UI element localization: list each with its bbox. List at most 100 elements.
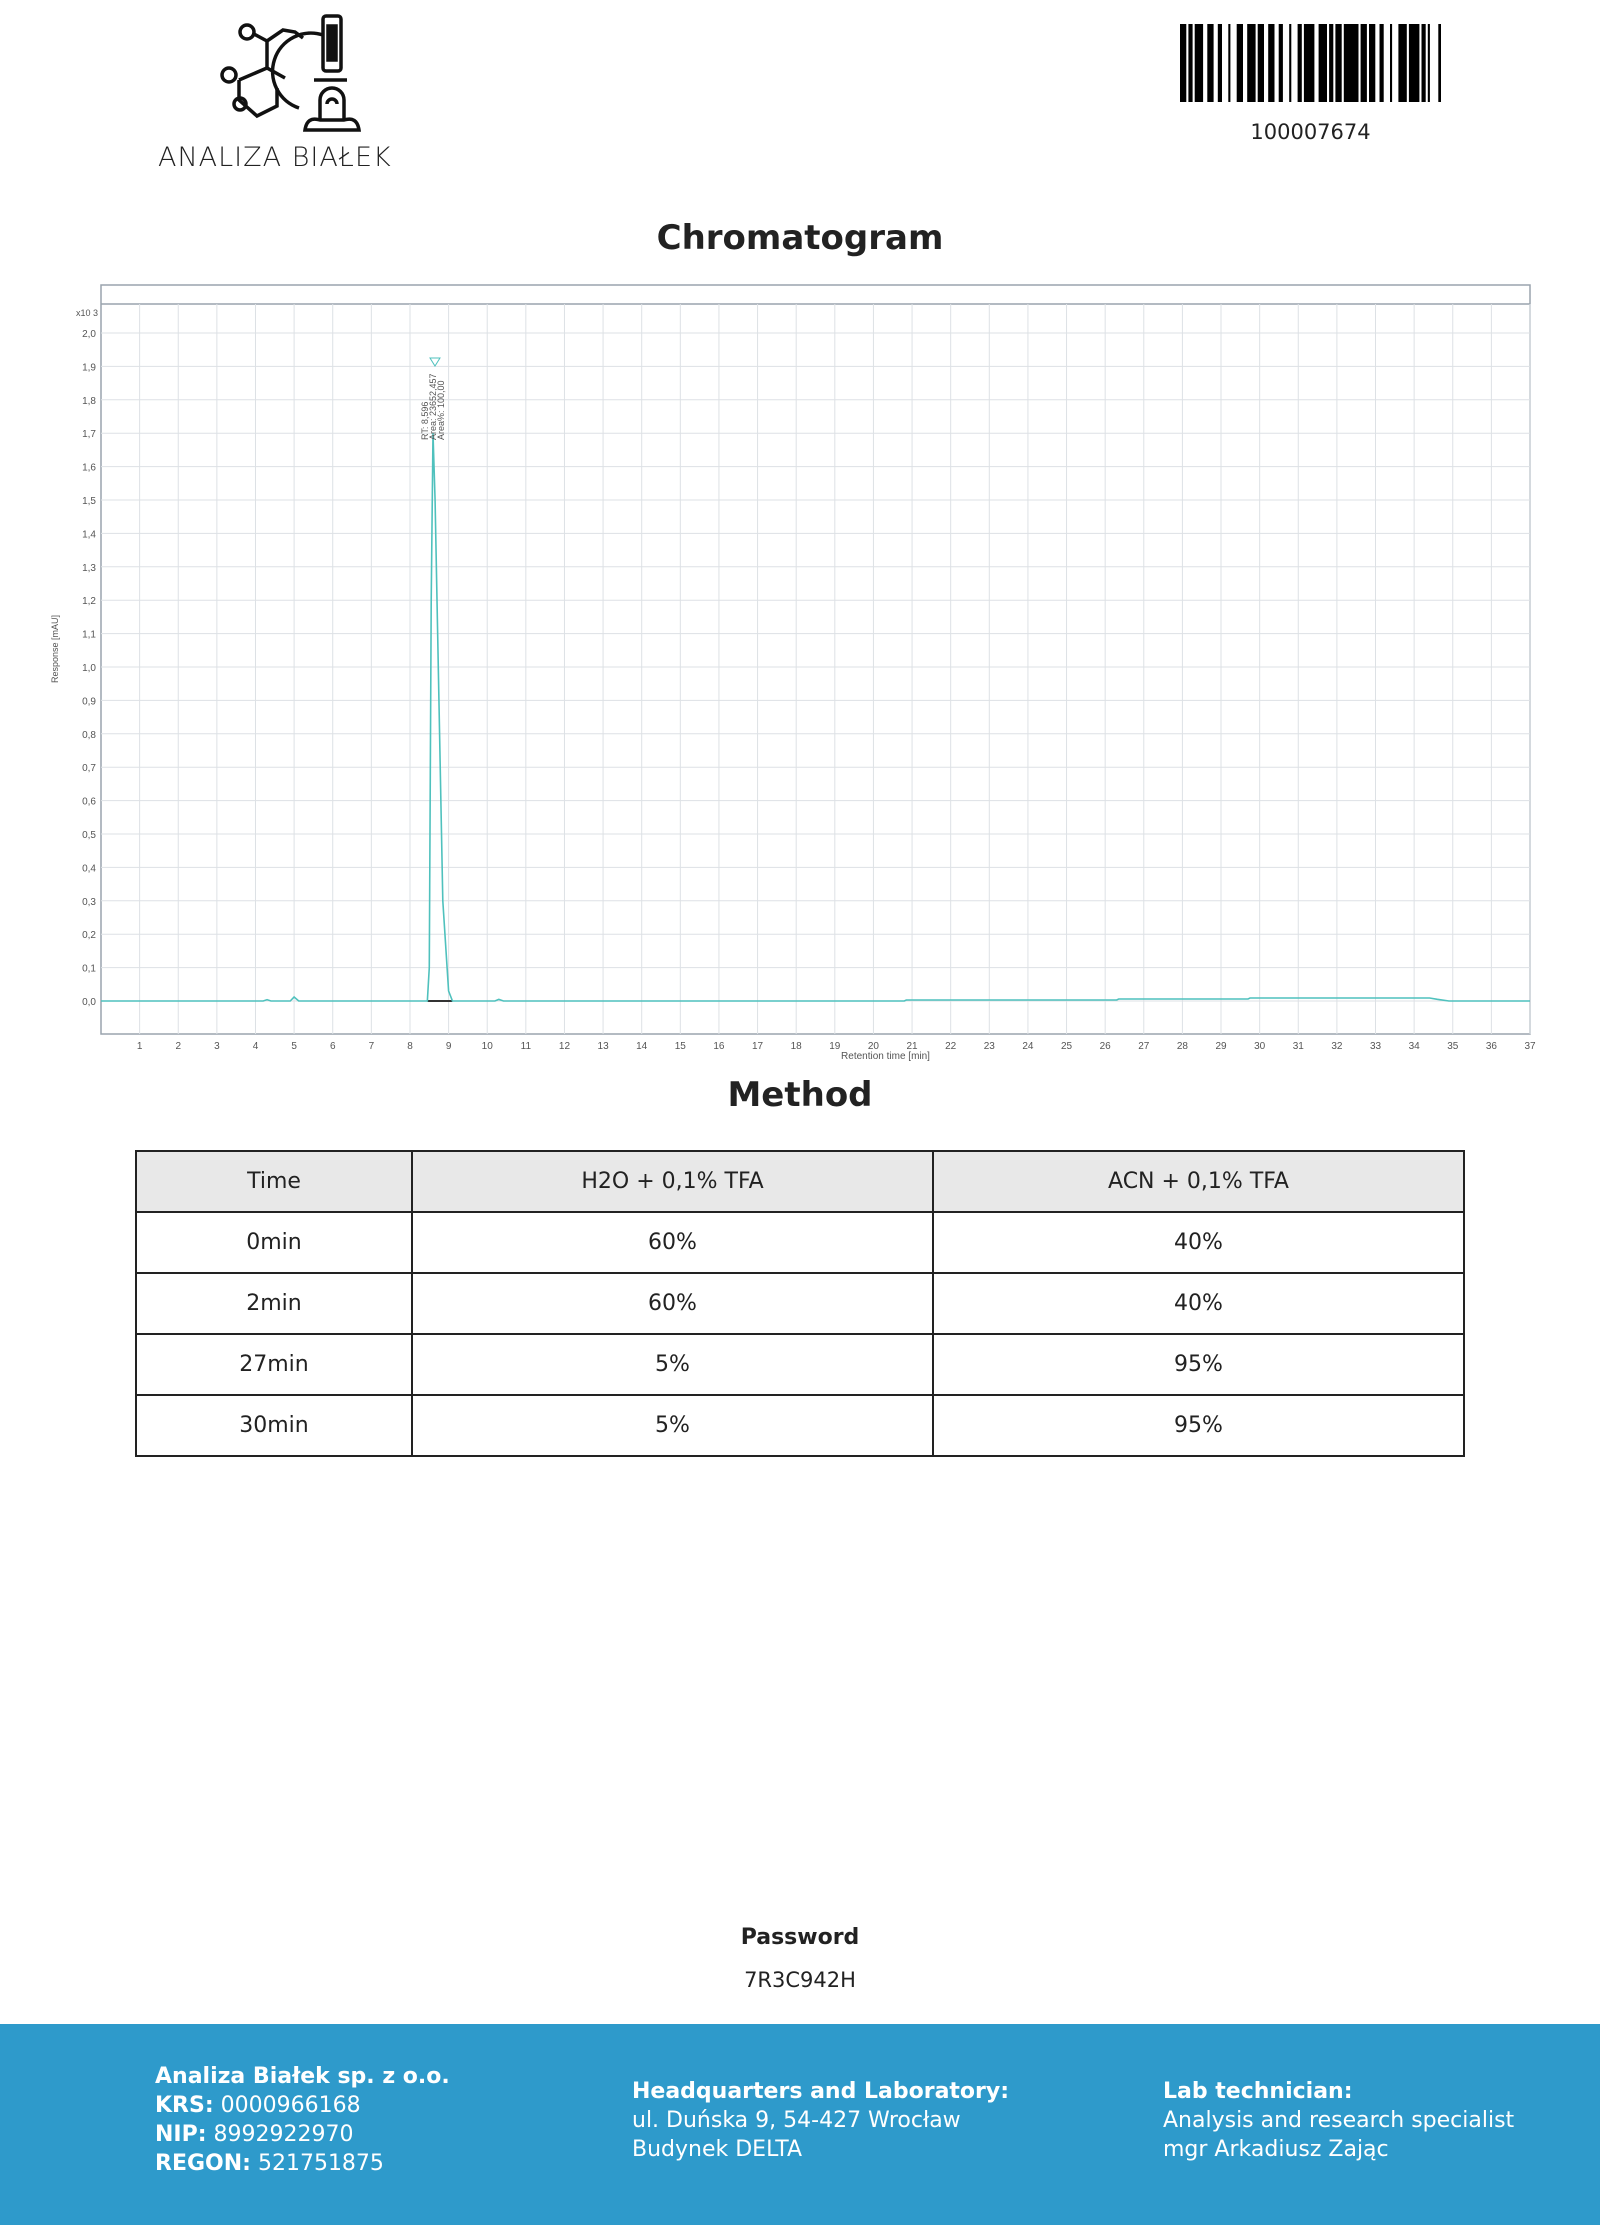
y-tick-label: 0,8	[82, 730, 96, 741]
barcode-bar	[1228, 24, 1231, 102]
cell: 5%	[411, 1333, 934, 1396]
barcode-bar	[1329, 24, 1334, 102]
barcode-bar	[1369, 24, 1376, 102]
x-tick-label: 1	[137, 1041, 143, 1052]
y-tick-label: 1,7	[82, 429, 96, 440]
x-tick-label: 25	[1061, 1041, 1073, 1052]
x-tick-label: 29	[1215, 1041, 1227, 1052]
barcode-bar	[1421, 24, 1426, 102]
x-tick-label: 14	[636, 1041, 648, 1052]
hq-address: ul. Duńska 9, 54-427 Wrocław	[632, 2108, 961, 2133]
x-tick-label: 28	[1177, 1041, 1189, 1052]
peak-area-label: Area: 23652,457	[428, 373, 438, 440]
technician-name: mgr Arkadiusz Zając	[1163, 2137, 1389, 2162]
x-tick-label: 33	[1370, 1041, 1382, 1052]
x-tick-label: 22	[945, 1041, 957, 1052]
table-header-row: Time H2O + 0,1% TFA ACN + 0,1% TFA	[135, 1150, 1465, 1213]
cell: 60%	[411, 1272, 934, 1335]
barcode-bar	[1297, 24, 1302, 102]
table-row: 2min 60% 40%	[135, 1272, 1465, 1335]
x-tick-label: 32	[1331, 1041, 1343, 1052]
y-tick-label: 1,8	[82, 396, 96, 407]
barcode-bar	[1207, 24, 1214, 102]
y-tick-label: 0,3	[82, 897, 96, 908]
logo-text: ANALIZA BIAŁEK	[158, 142, 392, 173]
barcode-bar	[1236, 24, 1243, 102]
cell: 95%	[932, 1394, 1465, 1457]
peak-area-pct-label: Area%: 100,00	[436, 380, 446, 440]
logo-icon	[220, 14, 362, 132]
password-value: 7R3C942H	[744, 1968, 856, 1992]
x-tick-label: 31	[1293, 1041, 1305, 1052]
regon-value: 521751875	[257, 2151, 384, 2176]
x-tick-label: 24	[1022, 1041, 1034, 1052]
method-table: Time H2O + 0,1% TFA ACN + 0,1% TFA 0min 6…	[135, 1150, 1465, 1457]
y-tick-label: 2,0	[82, 329, 96, 340]
chromatogram-trace	[101, 433, 1530, 1002]
x-tick-label: 12	[559, 1041, 571, 1052]
cell: 5%	[411, 1394, 934, 1457]
y-tick-label: 1,3	[82, 563, 96, 574]
company-name: Analiza Białek sp. z o.o.	[155, 2064, 450, 2089]
column-header: Time	[135, 1150, 413, 1213]
x-tick-label: 3	[214, 1041, 220, 1052]
x-tick-label: 18	[791, 1041, 803, 1052]
barcode-number: 100007674	[1250, 120, 1371, 144]
x-tick-label: 20	[868, 1041, 880, 1052]
cell: 0min	[135, 1211, 413, 1274]
barcode-bar	[1318, 24, 1327, 102]
y-tick-label: 0,0	[82, 997, 96, 1008]
x-tick-label: 21	[906, 1041, 918, 1052]
barcode-bar	[1268, 24, 1275, 102]
y-tick-label: 0,5	[82, 830, 96, 841]
y-tick-label: 1,1	[82, 630, 96, 641]
cell: 40%	[932, 1211, 1465, 1274]
regon-label: REGON:	[155, 2151, 251, 2176]
barcode-bar	[1247, 24, 1256, 102]
x-axis-label: Retention time [min]	[841, 1051, 930, 1062]
column-header: ACN + 0,1% TFA	[932, 1150, 1465, 1213]
x-tick-label: 27	[1138, 1041, 1150, 1052]
plot-frame	[100, 284, 1531, 1035]
x-tick-label: 26	[1100, 1041, 1112, 1052]
x-tick-label: 13	[598, 1041, 610, 1052]
hq-building: Budynek DELTA	[632, 2137, 803, 2162]
y-tick-label: 1,9	[82, 362, 96, 373]
y-tick-label: 0,4	[82, 863, 96, 874]
technician-role: Analysis and research specialist	[1163, 2108, 1515, 2133]
x-tick-label: 37	[1524, 1041, 1536, 1052]
x-tick-label: 11	[521, 1041, 532, 1052]
technician-info: Lab technician: Analysis and research sp…	[1163, 2077, 1514, 2164]
footer: Analiza Białek sp. z o.o. KRS: 000096616…	[0, 2024, 1600, 2225]
barcode-bar	[1188, 24, 1193, 102]
cell: 60%	[411, 1211, 934, 1274]
table-row: 0min 60% 40%	[135, 1211, 1465, 1274]
x-tick-label: 5	[291, 1041, 297, 1052]
x-tick-label: 2	[175, 1041, 181, 1052]
barcode-bar	[1289, 24, 1292, 102]
x-tick-label: 10	[482, 1041, 494, 1052]
table-row: 27min 5% 95%	[135, 1333, 1465, 1396]
x-tick-label: 8	[407, 1041, 413, 1052]
barcode-bar	[1408, 24, 1420, 102]
y-tick-label: 0,9	[82, 696, 96, 707]
method-title: Method	[727, 1075, 873, 1115]
barcode-bar	[1303, 24, 1315, 102]
x-tick-label: 34	[1409, 1041, 1421, 1052]
x-tick-label: 19	[829, 1041, 841, 1052]
y-tick-label: 1,4	[82, 529, 96, 540]
barcode-bar	[1390, 24, 1393, 102]
x-tick-label: 9	[446, 1041, 452, 1052]
y-tick-label: 1,6	[82, 463, 96, 474]
hq-title: Headquarters and Laboratory:	[632, 2079, 1010, 2104]
table-row: 30min 5% 95%	[135, 1394, 1465, 1457]
y-tick-label: 1,2	[82, 596, 96, 607]
y-tick-label: 1,5	[82, 496, 96, 507]
company-info: Analiza Białek sp. z o.o. KRS: 000096616…	[155, 2062, 450, 2178]
nip-label: NIP:	[155, 2122, 207, 2147]
password-label: Password	[740, 1925, 860, 1950]
hq-info: Headquarters and Laboratory: ul. Duńska …	[632, 2077, 1009, 2164]
x-tick-label: 36	[1486, 1041, 1498, 1052]
peak-rt-label: RT: 8,596	[420, 402, 430, 440]
